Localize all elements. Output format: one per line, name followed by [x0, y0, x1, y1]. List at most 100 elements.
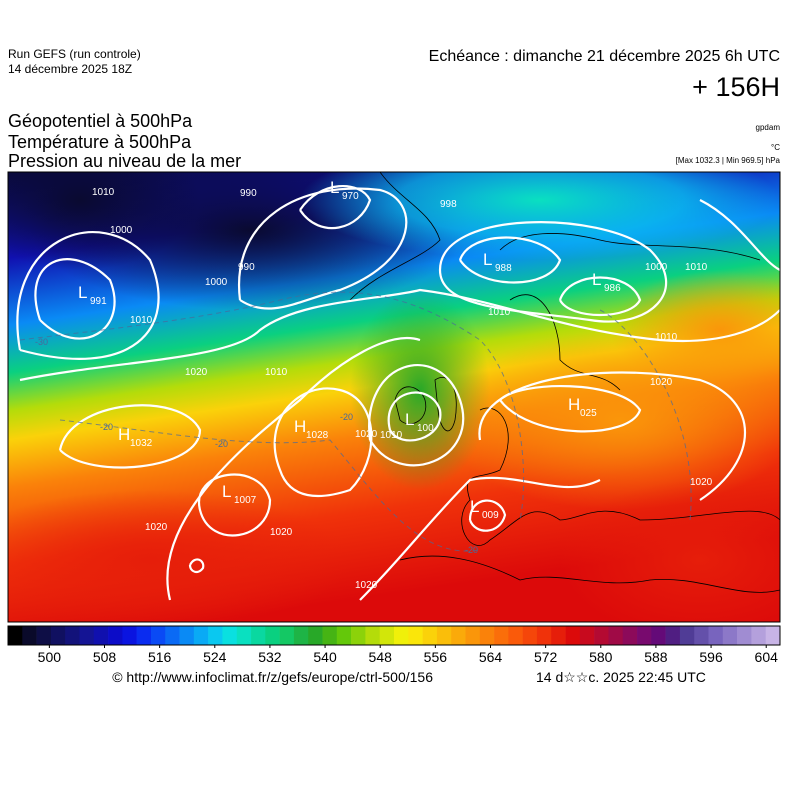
- colorbar-cell: [150, 626, 166, 645]
- isobar-label: 990: [238, 262, 255, 273]
- isobar-label: 1020: [270, 527, 293, 538]
- colorbar-cell: [22, 626, 37, 645]
- colorbar-cell: [36, 626, 52, 645]
- colorbar-cell: [50, 626, 66, 645]
- colorbar-cell: [308, 626, 323, 645]
- isobar-label: 1000: [645, 262, 668, 273]
- colorbar-cell: [637, 626, 652, 645]
- colorbar-cell: [179, 626, 195, 645]
- colorbar-cell: [479, 626, 495, 645]
- colorbar-cell: [93, 626, 109, 645]
- isobar-label: 998: [440, 199, 457, 210]
- source-url: © http://www.infoclimat.fr/z/gefs/europe…: [112, 669, 433, 685]
- colorbar-tick-label: 500: [38, 649, 62, 665]
- center-value: 100: [417, 423, 434, 434]
- colorbar-cell: [651, 626, 666, 645]
- center-value: 009: [482, 510, 499, 521]
- colorbar-cell: [508, 626, 523, 645]
- isobar-label: 1010: [655, 332, 678, 343]
- center-letter: L: [78, 283, 87, 302]
- center-letter: L: [405, 410, 414, 429]
- center-letter: L: [330, 178, 339, 197]
- unit: gpdam: [756, 123, 781, 132]
- colorbar-cell: [737, 626, 752, 645]
- colorbar-tick-label: 532: [258, 649, 282, 665]
- lead-time: + 156H: [692, 72, 780, 102]
- colorbar-tick-label: 588: [644, 649, 668, 665]
- isobar-label: 1020: [355, 429, 378, 440]
- isobar-label: 1010: [92, 187, 115, 198]
- center-letter: L: [592, 270, 601, 289]
- colorbar-cell: [679, 626, 695, 645]
- isobar-label: 1010: [685, 262, 708, 273]
- colorbar-cell: [708, 626, 724, 645]
- render-date: 14 d☆☆c. 2025 22:45 UTC: [536, 669, 706, 685]
- colorbar-cell: [65, 626, 80, 645]
- isobar-label: 1020: [185, 367, 208, 378]
- colorbar-cell: [8, 626, 23, 645]
- colorbar-tick-label: 596: [699, 649, 723, 665]
- colorbar-cell: [265, 626, 280, 645]
- temperature-label: -20: [465, 545, 478, 555]
- isobar-label: 1010: [130, 315, 153, 326]
- center-letter: H: [118, 425, 130, 444]
- isobar-label: 990: [240, 188, 257, 199]
- colorbar-tick-label: 540: [313, 649, 337, 665]
- isobar-label: 1000: [205, 277, 228, 288]
- map: [8, 172, 780, 622]
- isobar-label: 1020: [650, 377, 673, 388]
- colorbar-tick-label: 516: [148, 649, 172, 665]
- run-date: 14 décembre 2025 18Z: [8, 62, 132, 76]
- colorbar-cell: [136, 626, 152, 645]
- colorbar-cell: [551, 626, 566, 645]
- colorbar-cell: [165, 626, 180, 645]
- colorbar-tick-label: 580: [589, 649, 613, 665]
- colorbar-tick-label: 524: [203, 649, 227, 665]
- center-letter: L: [470, 497, 479, 516]
- center-value: 1007: [234, 495, 257, 506]
- center-value: 1028: [306, 430, 329, 441]
- colorbar-cell: [193, 626, 209, 645]
- run-name: Run GEFS (run controle): [8, 47, 141, 61]
- temperature-label: -20: [100, 422, 113, 432]
- colorbar-cell: [351, 626, 366, 645]
- colorbar-cell: [208, 626, 223, 645]
- isobar-label: 1020: [690, 477, 713, 488]
- isobar-label: 1020: [355, 580, 378, 591]
- colorbar-cell: [522, 626, 538, 645]
- center-value: 988: [495, 263, 512, 274]
- field-title: Géopotentiel à 500hPa: [8, 111, 193, 131]
- colorbar-cell: [608, 626, 624, 645]
- colorbar-cell: [451, 626, 466, 645]
- unit: [Max 1032.3 | Min 969.5] hPa: [676, 156, 781, 165]
- echeance: Echéance : dimanche 21 décembre 2025 6h …: [429, 48, 780, 65]
- colorbar-cell: [565, 626, 581, 645]
- colorbar-frame: [7, 625, 781, 646]
- colorbar-cell: [536, 626, 552, 645]
- colorbar-cell: [379, 626, 395, 645]
- unit: °C: [771, 143, 780, 152]
- center-value: 991: [90, 296, 107, 307]
- colorbar-cell: [222, 626, 238, 645]
- colorbar-cell: [765, 626, 781, 645]
- colorbar-cell: [251, 626, 266, 645]
- colorbar-cell: [494, 626, 509, 645]
- colorbar-cell: [108, 626, 123, 645]
- isobar-label: 1010: [265, 367, 288, 378]
- temperature-label: -20: [215, 439, 228, 449]
- center-letter: H: [568, 395, 580, 414]
- isobar-label: 1020: [145, 522, 168, 533]
- isobar-label: 1000: [110, 225, 133, 236]
- colorbar-tick-label: 604: [755, 649, 779, 665]
- colorbar-cell: [236, 626, 252, 645]
- colorbar-cell: [336, 626, 352, 645]
- colorbar-tick-label: 508: [93, 649, 117, 665]
- colorbar-cell: [594, 626, 609, 645]
- colorbar-cell: [122, 626, 137, 645]
- center-value: 025: [580, 408, 597, 419]
- colorbar: 500 508 516 524 532 540 548 556 564 572 580 588 596 6…: [7, 625, 781, 665]
- center-value: 1032: [130, 438, 153, 449]
- colorbar-cell: [465, 626, 481, 645]
- colorbar-cell: [322, 626, 338, 645]
